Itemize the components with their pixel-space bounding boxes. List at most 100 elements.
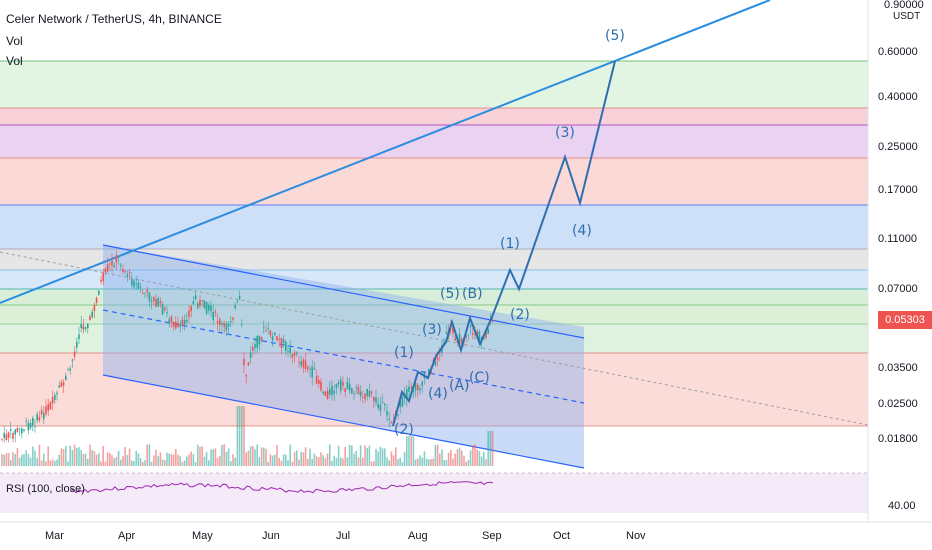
candle-body (478, 331, 481, 341)
candle-body (62, 382, 65, 386)
candle-body (373, 396, 375, 402)
volume-bar (95, 454, 98, 466)
volume-bar (355, 451, 357, 466)
volume-bar (122, 455, 124, 466)
channel-top[interactable] (102, 244, 585, 339)
volume-bar (62, 449, 65, 466)
volume-bar (265, 448, 267, 466)
volume-bar (287, 460, 289, 466)
volume-bar (170, 454, 173, 466)
candle-body (355, 387, 357, 388)
volume-bar (146, 444, 148, 466)
trendline[interactable] (0, 0, 771, 304)
candle-body (181, 319, 184, 326)
candle-body (10, 429, 12, 431)
rsi-label[interactable]: RSI (100, close) (6, 483, 85, 495)
candle-body (71, 359, 74, 361)
channel-mid[interactable] (102, 309, 585, 404)
volume-bar (463, 455, 465, 466)
volume-bar (395, 447, 397, 466)
volume-bar (267, 461, 269, 466)
candle-body (454, 337, 456, 341)
volume-bar (236, 406, 239, 466)
volume-bar (351, 445, 353, 466)
volume-bar (373, 461, 375, 466)
candle-body (408, 386, 410, 392)
candle-body (461, 338, 463, 343)
candle-body (175, 321, 177, 329)
volume-bar (291, 461, 294, 466)
candle-body (161, 304, 164, 315)
candle-body (91, 311, 93, 318)
candle-body (3, 432, 5, 438)
candle-body (485, 330, 487, 338)
volume-bar (7, 453, 10, 466)
candle-body (51, 397, 54, 404)
volume-bar (487, 431, 489, 466)
candle-body (190, 306, 192, 312)
candle-body (113, 265, 115, 268)
volume-bar (452, 458, 454, 466)
candle-body (73, 351, 76, 357)
candle-body (188, 310, 190, 317)
y-tick: 0.03500 (878, 362, 918, 374)
candle-body (36, 413, 38, 421)
x-tick: Mar (45, 530, 64, 542)
candle-body (227, 323, 230, 327)
volume-bar (410, 436, 412, 466)
volume-bar (137, 453, 140, 466)
volume-bar (397, 459, 399, 466)
candle-body (282, 339, 285, 343)
candle-body (285, 341, 287, 351)
candle-body (157, 298, 159, 307)
candle-body (428, 368, 430, 376)
candle-body (335, 384, 338, 388)
candle-body (401, 396, 404, 407)
candle-body (43, 412, 45, 420)
volume-bar (399, 457, 401, 466)
volume-bar (161, 459, 164, 466)
y-tick: 0.60000 (878, 46, 918, 58)
volume-bar (25, 450, 27, 466)
volume-bar (29, 457, 32, 466)
price-axis[interactable] (868, 0, 932, 550)
candle-body (249, 352, 252, 358)
channel-bottom[interactable] (102, 374, 585, 469)
indicator-vol[interactable]: Vol (6, 54, 23, 68)
y-tick: 0.90000 (884, 0, 924, 11)
candle-body (278, 338, 280, 340)
volume-bar (159, 452, 162, 466)
volume-bar (271, 455, 274, 466)
volume-bar (445, 460, 448, 466)
candle-body (397, 414, 399, 416)
candle-body (348, 383, 351, 391)
volume-bar (71, 450, 74, 466)
volume-bar (16, 448, 19, 466)
volume-bar (430, 459, 432, 466)
y-tick: 0.01800 (878, 433, 918, 445)
candle-body (238, 296, 241, 299)
wave-path[interactable] (392, 60, 616, 427)
volume-bar (164, 460, 166, 466)
volume-bar (326, 453, 329, 466)
volume-bar (359, 445, 362, 466)
candle-body (333, 391, 335, 394)
volume-bar (150, 461, 153, 466)
wave-labels: (5) (3) (4) (1) (5) (B) (2) (3) (1) (4) … (394, 28, 625, 438)
volume-bar (254, 449, 256, 466)
volume-bar (84, 453, 87, 466)
volume-bar (428, 459, 430, 466)
candle-body (436, 357, 439, 360)
candle-body (128, 272, 131, 273)
volume-bar (243, 406, 245, 466)
candle-body (106, 264, 109, 272)
volume-bar (60, 448, 63, 466)
volume-bar (489, 431, 492, 466)
volume-bar (47, 446, 49, 466)
volume-bar (40, 460, 43, 466)
indicator-vol[interactable]: Vol (6, 34, 23, 48)
wave-label: (4) (572, 223, 592, 239)
candle-body (135, 283, 137, 285)
volume-bar (300, 451, 302, 466)
